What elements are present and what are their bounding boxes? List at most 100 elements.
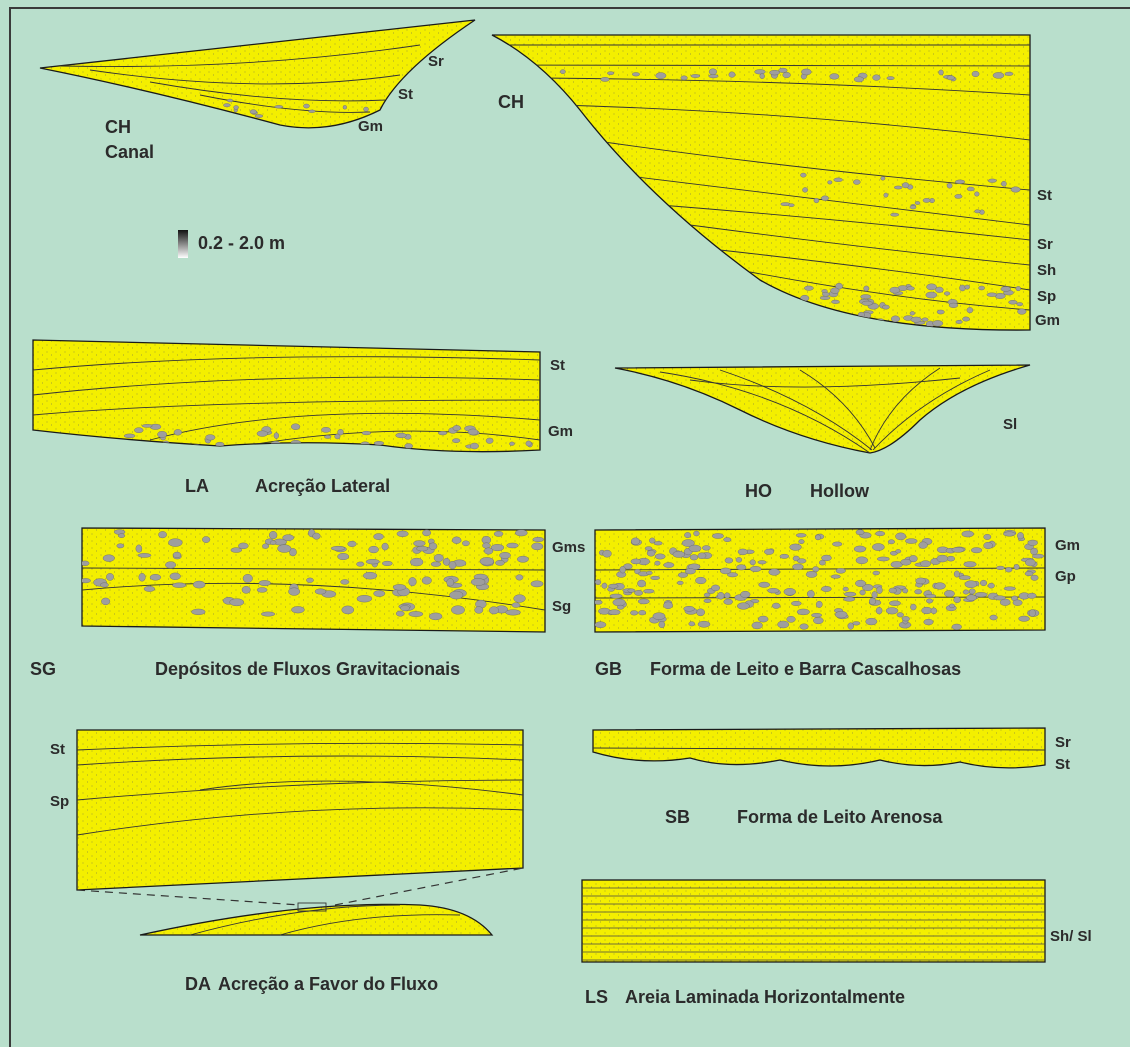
gravel (258, 580, 271, 586)
gravel (800, 172, 807, 178)
gravel (672, 551, 685, 558)
gravel (832, 541, 843, 547)
gravel (902, 182, 910, 189)
gravel (822, 291, 830, 297)
facies-label: Sp (50, 793, 69, 810)
gravel (404, 443, 413, 449)
gravel (1001, 180, 1007, 187)
gravel (835, 568, 846, 574)
gravel (312, 532, 321, 540)
gravel (821, 586, 832, 592)
gravel (909, 205, 917, 210)
gravel (680, 75, 688, 81)
gravel (321, 427, 331, 433)
gravel (165, 561, 177, 569)
gravel (637, 598, 650, 605)
element-code: SG (30, 659, 56, 679)
gravel (946, 75, 955, 81)
gravel (891, 315, 900, 323)
gravel (871, 591, 878, 599)
gravel (778, 67, 788, 73)
gravel (308, 109, 316, 113)
gravel (735, 557, 743, 563)
gravel (901, 616, 910, 622)
gravel (959, 284, 966, 292)
gravel (1003, 586, 1016, 591)
gravel (413, 540, 426, 547)
gravel (342, 105, 347, 110)
gravel (517, 555, 529, 563)
facies-label: St (550, 357, 565, 374)
gravel (717, 592, 725, 600)
gravel (996, 565, 1005, 570)
gravel (964, 284, 970, 290)
gravel (882, 304, 890, 310)
gravel (100, 582, 109, 588)
gravel (422, 529, 432, 537)
gravel (289, 548, 297, 557)
gravel (515, 529, 528, 537)
gravel (1025, 558, 1036, 567)
gravel (513, 594, 526, 603)
gravel (655, 72, 667, 80)
gravel (935, 286, 944, 293)
gravel (943, 291, 951, 296)
gravel (909, 311, 915, 316)
gravel (273, 432, 279, 439)
gravel (697, 552, 707, 559)
scale-bar (178, 230, 188, 258)
gravel (373, 441, 385, 446)
gravel (598, 607, 611, 615)
gravel (814, 534, 822, 541)
gravel (101, 597, 111, 606)
gravel (116, 543, 125, 549)
gravel (835, 610, 848, 619)
gravel (883, 192, 889, 198)
gravel (951, 547, 965, 553)
gravel (532, 536, 545, 542)
gravel (684, 568, 696, 575)
gravel (262, 543, 270, 549)
hollow-element (614, 364, 1031, 454)
gravel (948, 603, 955, 609)
gravel (895, 549, 902, 554)
gravel (974, 191, 980, 197)
gravel (632, 72, 640, 77)
element-name: Hollow (810, 481, 870, 501)
gravel (767, 588, 780, 594)
gravel (974, 209, 981, 214)
gravel (202, 536, 211, 543)
element-code: LA (185, 476, 209, 496)
gravel (230, 547, 242, 553)
gravel (421, 576, 432, 585)
gravel (649, 537, 656, 544)
gravel (356, 595, 372, 603)
gravel (192, 580, 206, 589)
gravel (863, 285, 870, 292)
gravel (690, 74, 701, 78)
gravel (82, 578, 91, 584)
gravity-flow-element (81, 527, 546, 633)
gravel (157, 431, 168, 438)
gravel (525, 440, 532, 447)
gravel (796, 608, 810, 616)
gravel (141, 424, 153, 428)
gravel (896, 612, 904, 618)
gravel (470, 578, 486, 586)
gravel (1016, 302, 1024, 307)
gravel (989, 614, 998, 621)
gravel (876, 586, 883, 594)
gravel (786, 616, 796, 623)
gravel (268, 531, 278, 540)
gravel (373, 590, 386, 597)
gravel (324, 435, 332, 439)
gravel (802, 187, 809, 193)
gravel (1027, 539, 1038, 546)
gravel (954, 194, 963, 199)
gravel (288, 587, 301, 596)
gravel (137, 553, 152, 558)
gravel (890, 212, 900, 217)
gravel (663, 601, 673, 609)
gravel (843, 596, 856, 602)
gravel (82, 560, 90, 566)
